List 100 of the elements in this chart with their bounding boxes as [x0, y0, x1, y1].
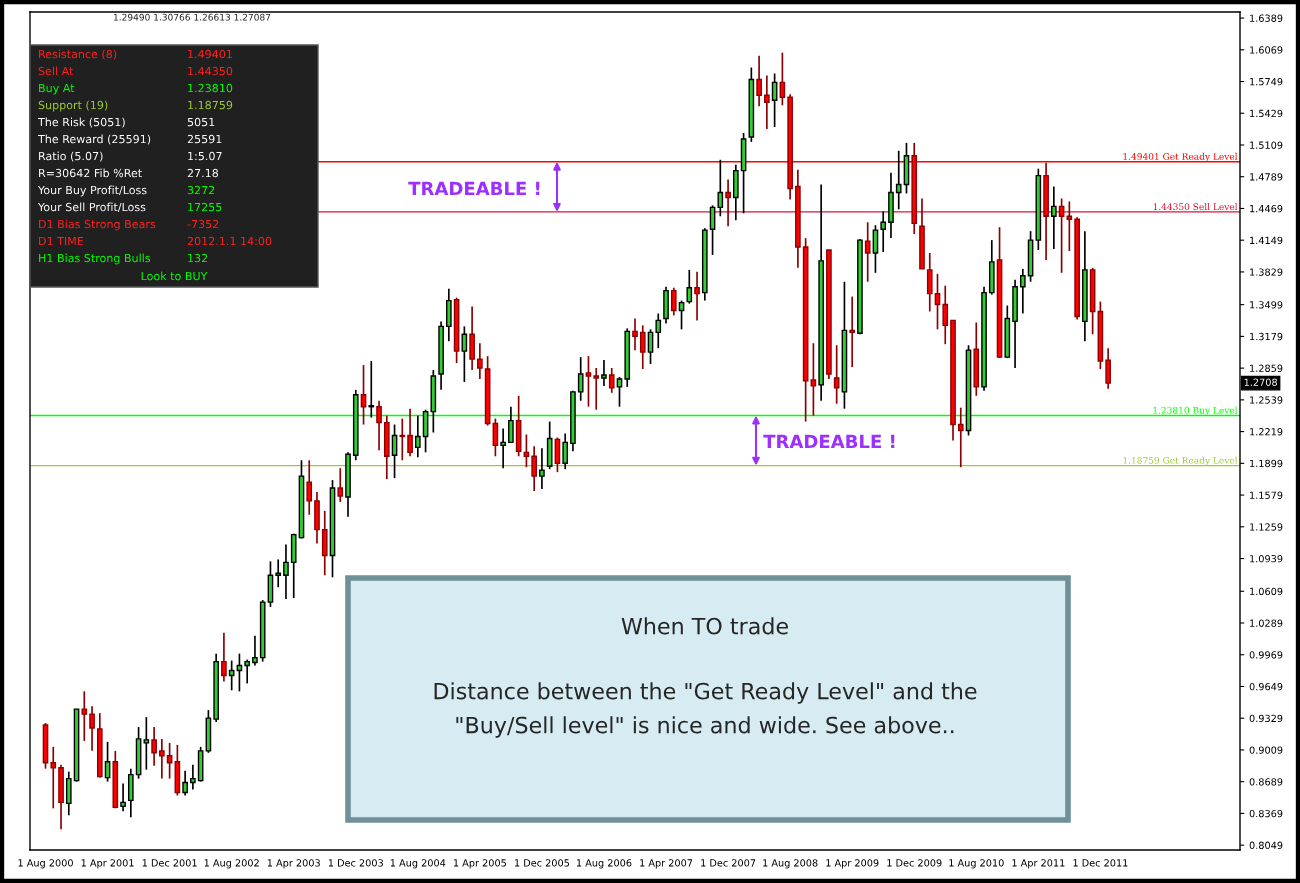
ref-line-label: 1.23810 Buy Level [1153, 406, 1238, 416]
y-tick-label: 1.3179 [1250, 332, 1283, 341]
ref-line-label: 1.18759 Get Ready Level [1123, 456, 1238, 466]
candlestick [252, 634, 258, 667]
candlestick [283, 543, 289, 600]
candlestick [601, 359, 607, 387]
y-tick-label: 1.4789 [1250, 173, 1283, 181]
y-tick-label: 1.3499 [1250, 301, 1283, 309]
candlestick [593, 367, 600, 411]
candlestick [957, 406, 964, 469]
y-tick-label: 1.2219 [1250, 428, 1283, 436]
annotation: 25591 [187, 134, 222, 144]
candlestick [368, 360, 375, 419]
y-tick-label: 0.9649 [1249, 682, 1283, 691]
candlestick [585, 355, 592, 408]
x-tick-label: 1 Apr 2009 [826, 859, 879, 869]
candlestick [500, 427, 506, 470]
y-tick-label: 1.0289 [1250, 619, 1283, 627]
annotation: 1.44350 [188, 66, 233, 76]
candlestick [942, 284, 949, 346]
annotation: 1.29490 1.30766 1.26613 1.27087 [113, 13, 271, 21]
candlestick [399, 417, 406, 462]
x-tick-label: 1 Aug 2000 [18, 859, 73, 869]
x-tick-label: 1 Dec 2003 [328, 859, 383, 867]
candlestick [639, 324, 646, 370]
annotation: Sell At [38, 66, 74, 76]
candlestick [880, 210, 887, 253]
y-tick-label: 1.1579 [1250, 491, 1283, 499]
annotation: D1 TIME [39, 236, 84, 246]
y-tick-label: 1.4149 [1250, 236, 1283, 245]
candlestick [655, 312, 662, 350]
annotation: 132 [188, 253, 208, 263]
annotation: TRADEABLE ! [763, 434, 895, 448]
candlestick [221, 631, 227, 683]
annotation: 3272 [187, 185, 215, 195]
candlestick [182, 769, 188, 797]
candlestick [1051, 185, 1057, 250]
candlestick [477, 342, 483, 380]
annotation: The Reward (25591) [37, 134, 151, 145]
annotation: 27.18 [187, 168, 219, 178]
candlestick [407, 407, 413, 458]
candlestick [616, 376, 623, 408]
x-tick-label: 1 Dec 2009 [887, 859, 942, 867]
candlestick [810, 342, 817, 417]
text: 1.2708 [1244, 378, 1277, 386]
candlestick [508, 405, 514, 444]
candlestick [849, 295, 856, 368]
annotation: Look to BUY [141, 271, 208, 281]
candlestick [632, 317, 638, 352]
annotation: Your Buy Profit/Loss [37, 185, 147, 197]
candlestick [337, 467, 344, 503]
y-tick-label: 0.9329 [1249, 714, 1283, 723]
y-tick-label: 1.2539 [1250, 396, 1283, 404]
x-tick-label: 1 Apr 2003 [267, 859, 320, 869]
candlestick [1105, 347, 1111, 390]
candlestick [872, 224, 879, 274]
y-tick-label: 1.1259 [1250, 523, 1283, 531]
y-tick-label: 1.5429 [1250, 109, 1283, 118]
ref-line-label: 1.44350 Sell Level [1153, 203, 1238, 211]
candlestick [608, 367, 615, 394]
annotation: 1:5.07 [188, 151, 222, 161]
annotation: Resistance (8) [39, 49, 117, 60]
candlestick [159, 738, 165, 780]
y-tick-label: 1.6389 [1250, 14, 1283, 22]
candlestick [694, 270, 700, 322]
annotation: Support (19) [38, 100, 108, 112]
annotation: 5051 [187, 117, 215, 127]
annotation: 17255 [188, 202, 222, 212]
candlestick [306, 459, 313, 516]
y-tick-label: 1.5109 [1250, 141, 1283, 149]
candlestick [539, 447, 545, 490]
y-tick-label: 1.2859 [1250, 364, 1283, 372]
candlestick [895, 150, 902, 211]
y-tick-label: 1.0939 [1250, 555, 1283, 563]
x-tick-label: 1 Apr 2005 [453, 859, 506, 869]
annotation: "Buy/Sell level" is nice and wide. See above.. [456, 716, 954, 738]
candlestick [89, 705, 95, 752]
ref-line-label: 1.49401 Get Ready Level [1123, 152, 1238, 162]
y-tick-label: 1.3829 [1250, 268, 1283, 276]
y-tick-label: 0.8049 [1249, 841, 1283, 849]
y-tick-label: 1.6069 [1250, 46, 1283, 54]
candlestick [562, 432, 569, 471]
candlestick [764, 74, 770, 130]
candlestick [376, 399, 382, 452]
annotation: R=30642 Fib %Ret [39, 168, 142, 178]
candlestick [756, 54, 762, 108]
x-tick-label: 1 Aug 2008 [763, 859, 818, 869]
x-tick-label: 1 Dec 2007 [701, 859, 756, 867]
y-tick-label: 1.0609 [1250, 587, 1283, 596]
y-tick-label: 1.5749 [1250, 78, 1283, 86]
candlestick [275, 558, 282, 589]
annotation: D1 Bias Strong Bears [39, 219, 156, 231]
annotation: The Risk (5051) [37, 117, 125, 128]
candlestick [151, 726, 157, 767]
candlestick [244, 658, 251, 685]
candlestick [190, 763, 196, 791]
y-tick-label: 1.1899 [1250, 459, 1283, 468]
candlestick [577, 356, 584, 402]
annotation: H1 Bias Strong Bulls [39, 253, 151, 265]
x-tick-label: 1 Dec 2011 [1073, 859, 1128, 867]
